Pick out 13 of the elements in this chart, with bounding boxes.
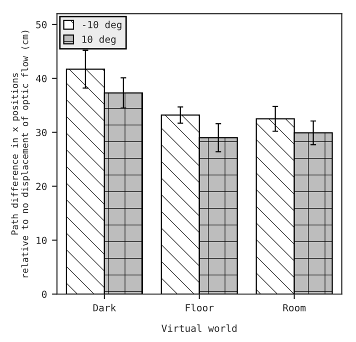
y-tick-label: 30: [36, 128, 47, 136]
y-tick-label: 10: [36, 236, 47, 244]
x-tick-label: Dark: [93, 304, 116, 312]
y-tick-label: 0: [42, 290, 47, 298]
legend-label: -10 deg: [82, 20, 122, 30]
legend-label: 10 deg: [82, 35, 116, 45]
y-tick-label: 40: [36, 74, 47, 82]
x-tick-label: Room: [283, 304, 306, 312]
x-tick-label: Floor: [186, 304, 214, 312]
y-tick-label: 50: [36, 20, 47, 28]
y-axis-title: Path difference in x positions relative to no displacement of optic flow (cm): [11, 30, 30, 278]
x-axis-title: Virtual world: [162, 324, 236, 332]
y-tick-label: 20: [36, 182, 47, 190]
